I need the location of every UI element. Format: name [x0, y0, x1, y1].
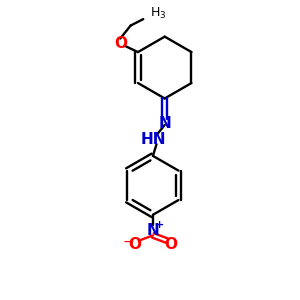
- Text: O: O: [128, 237, 141, 252]
- Text: O: O: [114, 36, 127, 51]
- Text: +: +: [155, 220, 164, 230]
- Text: H$_3$: H$_3$: [150, 6, 166, 21]
- Text: −: −: [122, 235, 134, 249]
- Text: N: N: [147, 223, 159, 238]
- Text: O: O: [165, 237, 178, 252]
- Text: N: N: [158, 116, 171, 131]
- Text: HN: HN: [141, 132, 166, 147]
